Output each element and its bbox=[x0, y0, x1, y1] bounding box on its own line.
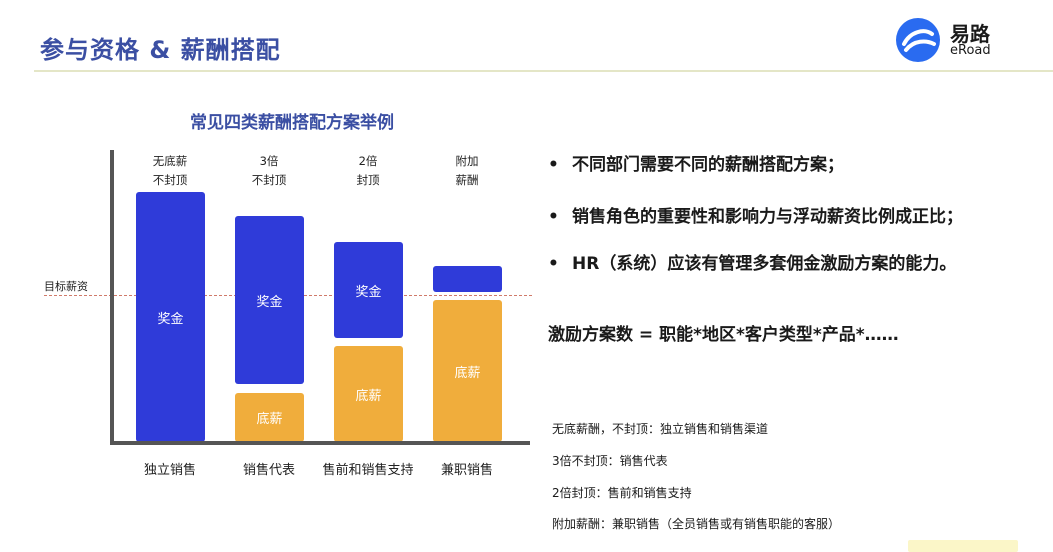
logo-name-cn: 易路 bbox=[950, 22, 990, 46]
column-header: 2倍 封顶 bbox=[333, 152, 403, 190]
column-header-line: 3倍 bbox=[259, 154, 279, 168]
note-line: 3倍不封顶：销售代表 bbox=[552, 454, 668, 468]
chart-x-axis bbox=[110, 441, 530, 445]
chart-title: 常见四类薪酬搭配方案举例 bbox=[190, 113, 394, 133]
bullet-marker: • bbox=[548, 207, 559, 227]
note-line: 附加薪酬：兼职销售（全员销售或有销售职能的客服） bbox=[552, 517, 841, 531]
bullet-marker: • bbox=[548, 155, 559, 175]
bullet-item: • 销售角色的重要性和影响力与浮动薪资比例成正比； bbox=[548, 202, 963, 227]
category-label: 独立销售 bbox=[143, 463, 196, 478]
target-salary-label: 目标薪资 bbox=[44, 280, 88, 293]
bar-base-part-time: 底薪 bbox=[433, 300, 502, 442]
note-line: 2倍封顶：售前和销售支持 bbox=[552, 486, 692, 500]
bullet-item: • 不同部门需要不同的薪酬搭配方案； bbox=[548, 150, 844, 175]
column-header-line: 不封顶 bbox=[251, 173, 287, 187]
category-label: 兼职销售 bbox=[440, 463, 493, 478]
slide-title: 参与资格 & 薪酬搭配 bbox=[40, 36, 281, 64]
column-header-line: 封顶 bbox=[356, 173, 380, 187]
title-divider bbox=[34, 70, 1053, 72]
bar-base-sales-rep: 底薪 bbox=[235, 393, 304, 442]
category-label: 售前和销售支持 bbox=[322, 463, 414, 478]
bar-bonus-independent-sales: 奖金 bbox=[136, 192, 205, 442]
bullet-item: • HR（系统）应该有管理多套佣金激励方案的能力。 bbox=[548, 249, 956, 274]
bullet-text: HR（系统）应该有管理多套佣金激励方案的能力。 bbox=[572, 254, 957, 274]
chart-y-axis bbox=[110, 150, 114, 445]
bullet-text: 销售角色的重要性和影响力与浮动薪资比例成正比； bbox=[572, 207, 963, 227]
corner-highlight bbox=[908, 540, 1018, 552]
eroad-logo-icon bbox=[896, 18, 940, 62]
bullet-text: 不同部门需要不同的薪酬搭配方案； bbox=[572, 155, 844, 175]
note-line: 无底薪酬，不封顶：独立销售和销售渠道 bbox=[552, 422, 769, 436]
column-header: 无底薪 不封顶 bbox=[135, 152, 205, 190]
column-header-line: 薪酬 bbox=[455, 173, 479, 187]
bar-bonus-part-time bbox=[433, 266, 502, 292]
bar-bonus-presales: 奖金 bbox=[334, 242, 403, 338]
column-header-line: 不封顶 bbox=[152, 173, 188, 187]
eroad-logo: 易路 eRoad bbox=[896, 18, 1016, 62]
category-label: 销售代表 bbox=[242, 463, 295, 478]
bullet-marker: • bbox=[548, 254, 559, 274]
bar-base-presales: 底薪 bbox=[334, 346, 403, 442]
bar-bonus-sales-rep: 奖金 bbox=[235, 216, 304, 384]
column-header: 附加 薪酬 bbox=[432, 152, 502, 190]
logo-name-en: eRoad bbox=[950, 43, 991, 58]
incentive-formula: 激励方案数 = 职能*地区*客户类型*产品*…… bbox=[548, 325, 899, 345]
column-header: 3倍 不封顶 bbox=[234, 152, 304, 190]
column-header-line: 附加 bbox=[455, 154, 479, 168]
column-header-line: 无底薪 bbox=[152, 154, 188, 168]
column-header-line: 2倍 bbox=[358, 154, 378, 168]
